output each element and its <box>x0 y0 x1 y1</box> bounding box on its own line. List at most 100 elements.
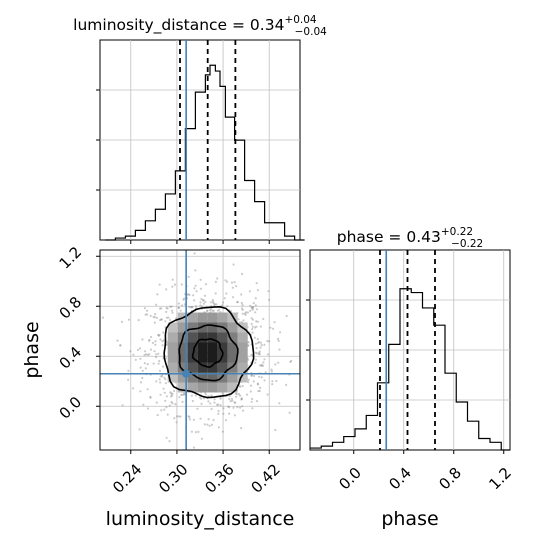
sample-point <box>254 342 257 345</box>
sample-point <box>260 363 263 367</box>
sample-point <box>154 343 157 346</box>
sample-point <box>139 357 142 360</box>
sample-point <box>216 403 219 406</box>
sample-point <box>251 325 254 328</box>
sample-point <box>255 352 259 355</box>
sample-point <box>120 320 124 323</box>
sample-point <box>246 311 249 314</box>
sample-point <box>164 399 167 402</box>
sample-point <box>230 281 234 284</box>
density-cell <box>227 322 238 333</box>
density-cell <box>207 352 218 363</box>
sample-point <box>132 353 135 356</box>
density-cell <box>177 372 188 383</box>
sample-point <box>255 325 258 328</box>
sample-point <box>182 298 185 301</box>
sample-point <box>232 263 235 266</box>
sample-point <box>166 307 169 310</box>
sample-point <box>254 358 257 361</box>
sample-point <box>241 405 244 408</box>
sample-point <box>268 340 271 343</box>
density-cell <box>177 352 188 363</box>
truth-marker <box>182 369 191 378</box>
quantile-lines <box>179 40 237 240</box>
x-tick-label: 0.0 <box>335 464 365 494</box>
sample-point <box>241 272 244 276</box>
sample-point <box>241 312 244 315</box>
sample-point <box>168 404 171 407</box>
sample-point <box>228 398 231 401</box>
sample-point <box>154 340 157 343</box>
contour-outer <box>163 305 255 399</box>
sample-point <box>239 406 242 409</box>
sample-point <box>148 339 151 342</box>
density-cell <box>167 352 178 363</box>
sample-point <box>143 353 146 356</box>
sample-point <box>167 316 170 319</box>
sample-point <box>213 303 216 306</box>
sample-point <box>158 333 161 336</box>
sample-point <box>144 313 147 316</box>
sample-point <box>236 300 239 304</box>
sample-point <box>218 308 221 311</box>
sample-point <box>233 401 236 404</box>
sample-point <box>202 299 205 302</box>
sample-point <box>240 307 244 310</box>
sample-point <box>160 318 163 321</box>
sample-point <box>240 398 243 401</box>
sample-point <box>119 344 122 347</box>
sample-point <box>278 402 281 405</box>
sample-point <box>259 386 262 389</box>
sample-point <box>272 327 275 330</box>
density-cell <box>207 322 218 333</box>
sample-point <box>255 282 258 285</box>
sample-point <box>163 408 166 411</box>
sample-point <box>251 328 254 331</box>
density-cell <box>217 362 228 373</box>
sample-point <box>257 341 261 344</box>
sample-point <box>162 331 165 334</box>
sample-point <box>216 309 219 312</box>
sample-point <box>228 406 231 409</box>
sample-point <box>94 347 96 349</box>
panel-phase-histogram: phase = 0.43+0.22 −0.22 0.0 0.4 0.8 1.2 <box>306 226 515 493</box>
density-cell <box>217 382 228 393</box>
sample-point <box>264 371 267 374</box>
density-cell <box>217 312 228 323</box>
sample-point <box>251 407 254 410</box>
sample-point <box>260 376 263 379</box>
sample-point <box>194 394 197 397</box>
sample-point <box>193 287 196 290</box>
sample-point <box>189 306 192 309</box>
sample-point <box>153 316 156 319</box>
sample-point <box>127 369 130 372</box>
sample-point <box>236 406 239 409</box>
sample-point <box>156 293 159 296</box>
sample-point <box>240 427 243 430</box>
sample-point <box>208 424 211 427</box>
density-cell <box>197 332 208 343</box>
sample-point <box>199 304 202 307</box>
x-tick-label: 1.2 <box>485 464 515 494</box>
sample-point <box>145 353 148 356</box>
density-cell <box>207 332 218 343</box>
sample-point <box>235 392 238 395</box>
sample-point <box>228 394 231 398</box>
density-cell <box>207 312 218 323</box>
sample-point <box>141 369 144 372</box>
sample-point <box>259 364 262 367</box>
sample-point <box>285 314 288 318</box>
sample-point <box>212 300 215 303</box>
sample-point <box>250 353 253 357</box>
sample-point <box>262 317 265 321</box>
sample-point <box>258 350 261 353</box>
density-cell <box>187 312 198 323</box>
sample-point <box>271 383 274 386</box>
sample-point <box>267 290 270 293</box>
sample-point <box>171 309 174 312</box>
sample-point <box>200 402 203 405</box>
sample-point <box>261 364 264 367</box>
sample-point <box>302 327 304 329</box>
sample-point <box>232 406 235 409</box>
sample-point <box>248 290 251 293</box>
